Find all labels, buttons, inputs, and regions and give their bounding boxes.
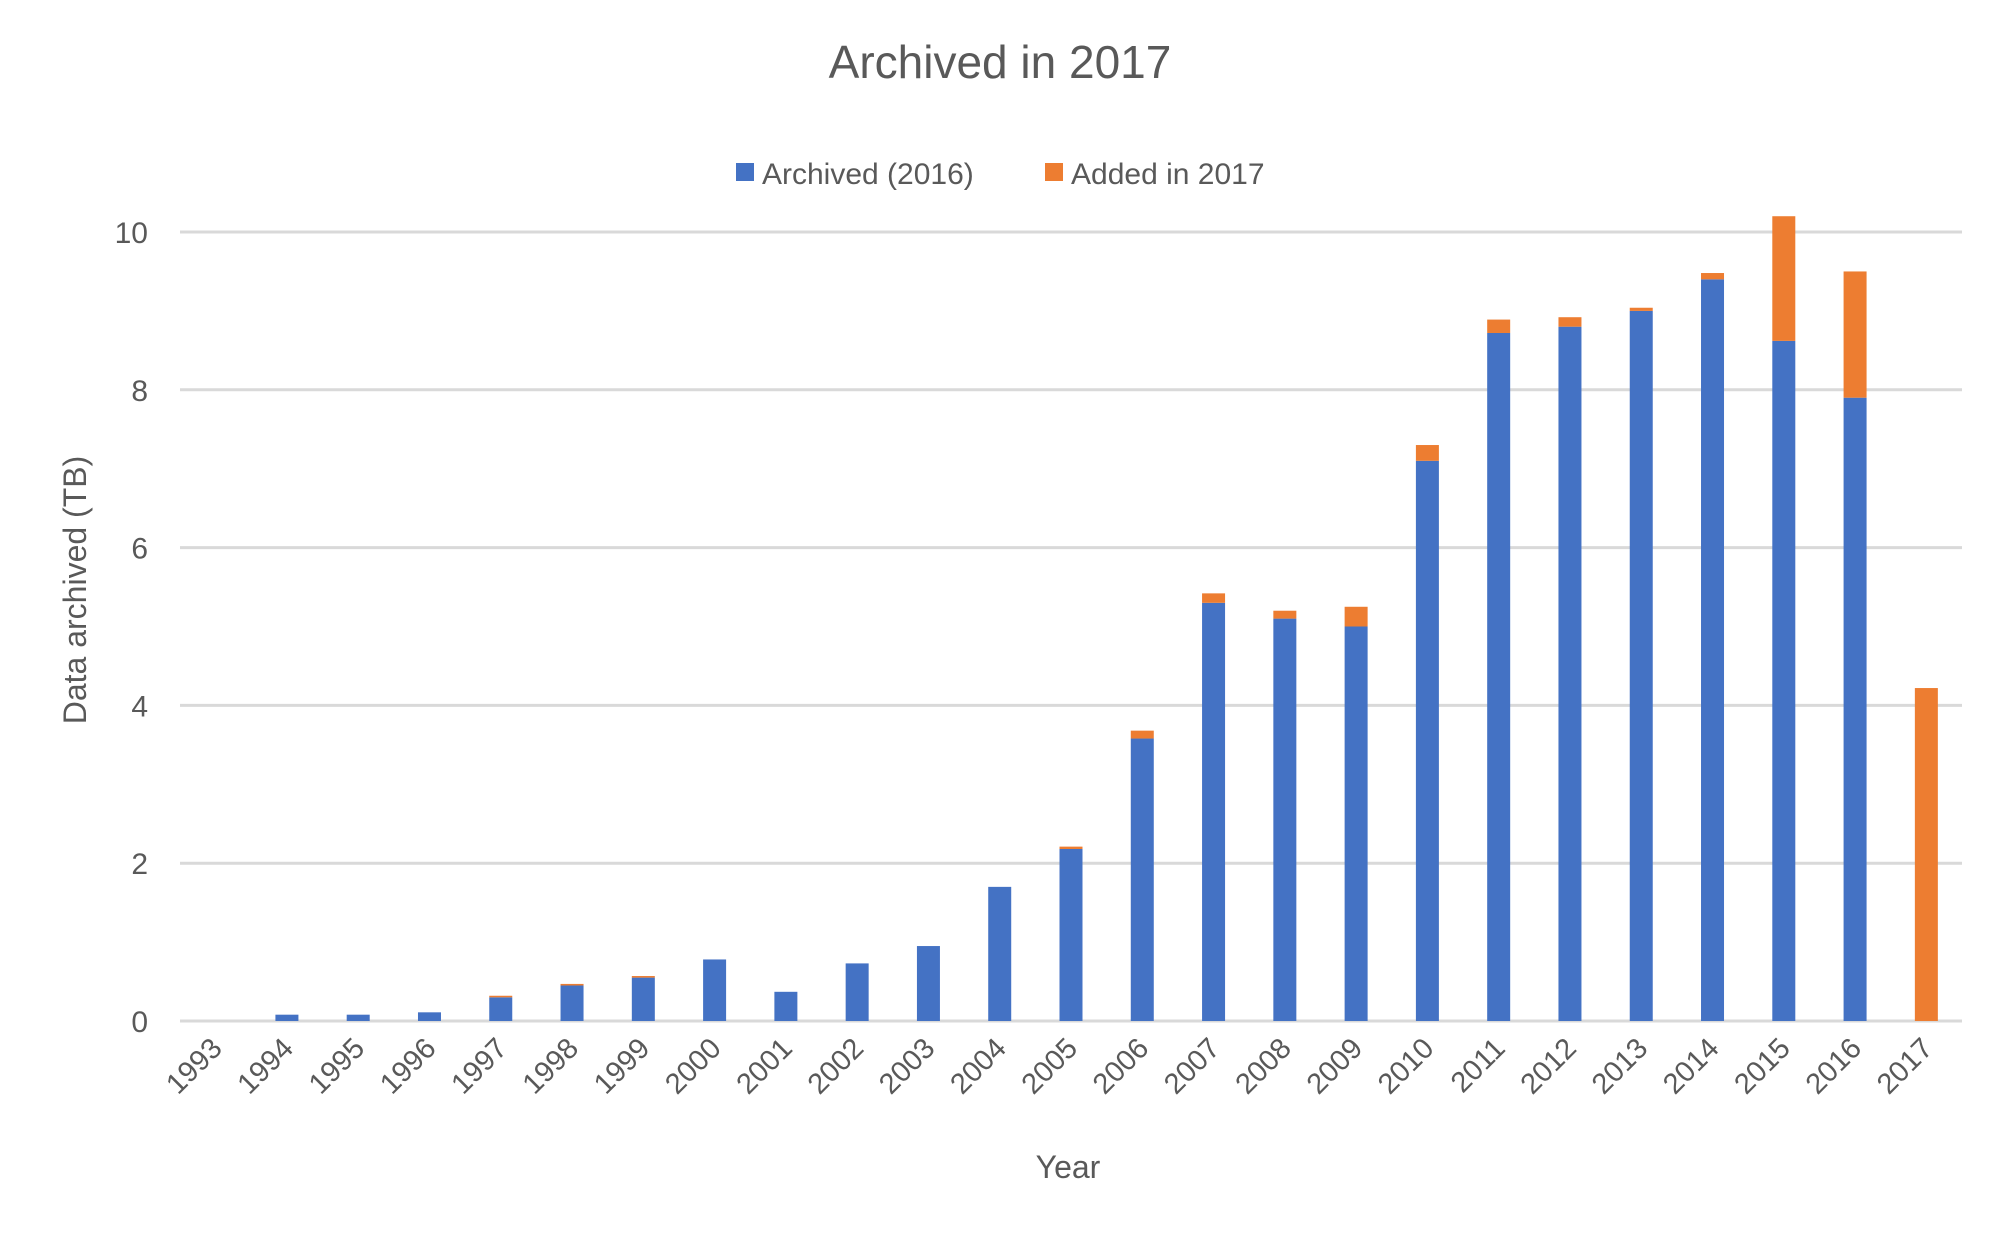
x-tick-label: 2002 <box>802 1032 870 1100</box>
bar-added-2017-2011 <box>1487 319 1511 333</box>
bar-archived-2016-2015 <box>1772 340 1796 1022</box>
y-tick-label: 6 <box>131 533 148 566</box>
bar-archived-2016-2012 <box>1558 326 1582 1021</box>
bar-archived-2016-1995 <box>346 1014 370 1021</box>
bars <box>275 216 1938 1022</box>
y-axis-label: Data archived (TB) <box>57 456 93 725</box>
bar-added-2017-2008 <box>1273 610 1297 619</box>
x-tick-label: 2015 <box>1729 1032 1797 1100</box>
bar-added-2017-2009 <box>1344 606 1368 627</box>
bar-added-2017-2014 <box>1701 273 1725 280</box>
x-tick-label: 1998 <box>517 1032 585 1100</box>
y-tick-label: 10 <box>115 217 148 250</box>
bar-archived-2016-2003 <box>916 946 940 1021</box>
bar-archived-2016-2005 <box>1059 848 1083 1021</box>
y-tick-label: 4 <box>131 690 148 723</box>
x-tick-label: 2001 <box>731 1032 799 1100</box>
bar-added-2017-2007 <box>1202 593 1226 603</box>
bar-archived-2016-2008 <box>1273 618 1297 1021</box>
bar-added-2017-1997 <box>489 995 513 998</box>
bar-archived-2016-2007 <box>1202 602 1226 1021</box>
bar-archived-2016-2001 <box>774 991 798 1021</box>
x-tick-label: 2013 <box>1586 1032 1654 1100</box>
bar-archived-2016-2011 <box>1487 332 1511 1021</box>
bar-archived-2016-1997 <box>489 997 513 1021</box>
x-tick-label: 1996 <box>374 1032 442 1100</box>
legend-label-archived-2016: Archived (2016) <box>762 158 974 191</box>
legend-swatch-added-2017 <box>1045 163 1063 181</box>
bar-added-2017-1998 <box>560 983 584 986</box>
x-tick-label: 2008 <box>1230 1032 1298 1100</box>
y-tick-label: 2 <box>131 848 148 881</box>
bar-archived-2016-2010 <box>1415 460 1439 1021</box>
legend-swatch-archived-2016 <box>736 163 754 181</box>
x-tick-label: 1997 <box>445 1032 513 1100</box>
x-tick-label: 1993 <box>160 1032 228 1100</box>
bar-archived-2016-1994 <box>275 1014 299 1021</box>
bar-archived-2016-1998 <box>560 985 584 1021</box>
bar-added-2017-2016 <box>1843 271 1867 398</box>
chart-title: Archived in 2017 <box>829 36 1172 88</box>
bar-added-2017-2006 <box>1130 730 1154 739</box>
bar-added-2017-2005 <box>1059 846 1083 849</box>
legend: Archived (2016) Added in 2017 <box>736 158 1265 191</box>
x-tick-label: 2010 <box>1372 1032 1440 1100</box>
y-axis-ticks: 0 2 4 6 8 10 <box>115 217 148 1039</box>
x-tick-label: 2014 <box>1657 1032 1725 1100</box>
x-axis-ticks: 1993 1994 1995 1996 1997 1998 1999 2000 2001 2002… <box>160 1032 1939 1100</box>
bar-archived-2016-2006 <box>1130 738 1154 1021</box>
bar-added-2017-2015 <box>1772 216 1796 341</box>
x-tick-label: 2009 <box>1301 1032 1369 1100</box>
x-tick-label: 2004 <box>944 1032 1012 1100</box>
x-tick-label: 2005 <box>1016 1032 1084 1100</box>
bar-added-2017-2017 <box>1914 688 1938 1021</box>
x-tick-label: 2011 <box>1445 1032 1512 1099</box>
bar-archived-2016-2000 <box>703 959 727 1021</box>
bar-added-2017-2010 <box>1415 445 1439 461</box>
x-tick-label: 2016 <box>1800 1032 1868 1100</box>
bar-archived-2016-1996 <box>417 1012 441 1021</box>
x-tick-label: 2006 <box>1087 1032 1155 1100</box>
bar-archived-2016-2004 <box>988 886 1012 1021</box>
x-tick-label: 2000 <box>659 1032 727 1100</box>
bar-archived-2016-2013 <box>1629 310 1653 1021</box>
x-tick-label: 2003 <box>873 1032 941 1100</box>
bar-added-2017-2012 <box>1558 317 1582 327</box>
x-tick-label: 1994 <box>232 1032 300 1100</box>
bar-archived-2016-1999 <box>631 977 655 1021</box>
bar-archived-2016-2014 <box>1701 279 1725 1022</box>
y-tick-label: 0 <box>131 1006 148 1039</box>
x-tick-label: 2007 <box>1158 1032 1226 1100</box>
gridlines <box>180 230 1962 1023</box>
x-axis-label: Year <box>1036 1149 1101 1185</box>
x-tick-label: 1999 <box>588 1032 656 1100</box>
legend-label-added-2017: Added in 2017 <box>1071 158 1265 191</box>
bar-added-2017-1999 <box>631 976 655 978</box>
y-tick-label: 8 <box>131 375 148 408</box>
x-tick-label: 2012 <box>1515 1032 1583 1100</box>
bar-added-2017-2013 <box>1629 307 1653 311</box>
x-tick-label: 1995 <box>303 1032 371 1100</box>
bar-archived-2016-2016 <box>1843 397 1867 1021</box>
x-tick-label: 2017 <box>1871 1032 1939 1100</box>
bar-archived-2016-2002 <box>845 963 869 1021</box>
bar-archived-2016-2009 <box>1344 626 1368 1021</box>
